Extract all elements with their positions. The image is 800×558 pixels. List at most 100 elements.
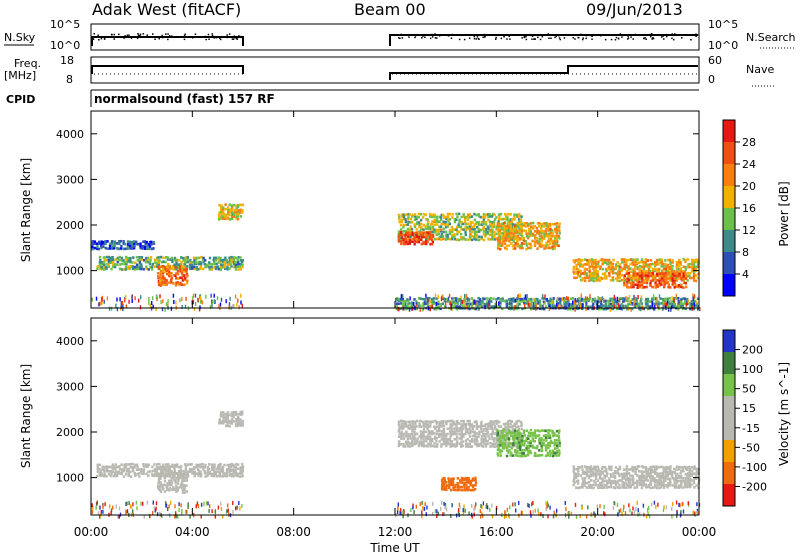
velocity-cell xyxy=(103,466,105,469)
power-cell xyxy=(625,264,627,267)
noise-point xyxy=(131,37,133,39)
noise-point xyxy=(652,38,654,40)
velocity-cell xyxy=(610,473,612,476)
power-speckle xyxy=(535,298,536,302)
power-cell xyxy=(402,238,404,241)
power-cell xyxy=(99,256,101,259)
power-cell xyxy=(166,265,168,268)
velocity-cell xyxy=(233,420,235,423)
velocity-cell xyxy=(515,454,517,457)
velocity-cell xyxy=(497,444,499,447)
power-cell xyxy=(594,298,596,301)
velocity-cell xyxy=(558,439,560,442)
power-cell xyxy=(499,225,501,228)
power-cell xyxy=(664,298,666,301)
velocity-cell xyxy=(541,429,543,432)
power-cell xyxy=(594,259,596,262)
power-speckle xyxy=(629,295,630,299)
velocity-cell xyxy=(455,425,457,428)
power-cell xyxy=(427,221,429,224)
power-cell xyxy=(464,231,466,234)
power-cell xyxy=(177,273,179,276)
velocity-cell xyxy=(241,473,243,476)
velocity-speckle xyxy=(628,503,629,507)
power-cell xyxy=(551,240,553,243)
velocity-cell xyxy=(119,468,121,471)
power-cell xyxy=(637,266,639,269)
velocity-cell xyxy=(170,472,172,475)
power-cell xyxy=(111,243,113,246)
velocity-cell xyxy=(531,445,533,448)
velocity-cell xyxy=(415,442,417,445)
velocity-cell xyxy=(168,472,170,475)
velocity-cell xyxy=(402,443,404,446)
velocity-speckle xyxy=(625,511,626,515)
power-speckle xyxy=(159,294,160,298)
noise-point xyxy=(600,35,602,37)
power-cell xyxy=(493,213,495,216)
velocity-speckle xyxy=(232,510,233,514)
power-cell xyxy=(180,256,182,259)
velocity-cell xyxy=(470,484,472,487)
velocity-cell xyxy=(547,452,549,455)
velocity-cell xyxy=(149,470,151,473)
velocity-cell xyxy=(558,435,560,438)
power-speckle xyxy=(150,304,151,308)
power-cell xyxy=(530,245,532,248)
power-cell xyxy=(628,272,630,275)
velocity-cell xyxy=(98,468,100,471)
velocity-cell xyxy=(497,452,499,455)
velocity-cell xyxy=(520,421,522,424)
power-cell xyxy=(228,214,230,217)
velocity-cell xyxy=(503,429,505,432)
power-cell xyxy=(400,234,402,237)
velocity-cell xyxy=(686,468,688,471)
velocity-cell xyxy=(427,438,429,441)
power-cell xyxy=(549,235,551,238)
power-cell xyxy=(626,273,628,276)
power-cell xyxy=(559,223,561,226)
power-cell xyxy=(199,261,201,264)
noise-point xyxy=(435,37,437,39)
power-cell xyxy=(405,214,407,217)
power-cell xyxy=(241,266,243,269)
power-cell xyxy=(645,272,647,275)
velocity-cell xyxy=(502,434,504,437)
power-cell xyxy=(664,263,666,266)
power-speckle xyxy=(237,299,238,303)
velocity-speckle xyxy=(412,506,413,510)
noise-point xyxy=(431,34,433,36)
velocity-cell xyxy=(499,437,501,440)
power-cell xyxy=(668,300,670,303)
power-speckle xyxy=(659,294,660,298)
velocity-cell xyxy=(411,423,413,426)
velocity-cell xyxy=(455,438,457,441)
power-cell xyxy=(687,272,689,275)
velocity-cell xyxy=(400,436,402,439)
velocity-cell xyxy=(409,435,411,438)
velocity-cell xyxy=(621,473,623,476)
power-cell xyxy=(176,259,178,262)
power-cell xyxy=(669,277,671,280)
power-cell xyxy=(110,268,112,271)
power-cell xyxy=(674,272,676,275)
velocity-cell xyxy=(669,468,671,471)
power-cell xyxy=(230,264,232,267)
power-cell xyxy=(460,233,462,236)
power-speckle xyxy=(436,302,437,306)
power-cell xyxy=(145,265,147,268)
velocity-cell xyxy=(429,421,431,424)
power-cell xyxy=(149,259,151,262)
noise-point xyxy=(208,34,210,36)
velocity-speckle xyxy=(597,504,598,508)
power-cell xyxy=(628,279,630,282)
power-cell xyxy=(480,229,482,232)
power-speckle xyxy=(618,303,619,307)
velocity-cell xyxy=(407,441,409,444)
power-cell xyxy=(514,244,516,247)
noise-point xyxy=(681,37,683,39)
velocity-speckle xyxy=(211,509,212,513)
power-cell xyxy=(503,225,505,228)
power-ylabel: Slant Range [km] xyxy=(19,158,33,262)
power-speckle xyxy=(450,302,451,306)
